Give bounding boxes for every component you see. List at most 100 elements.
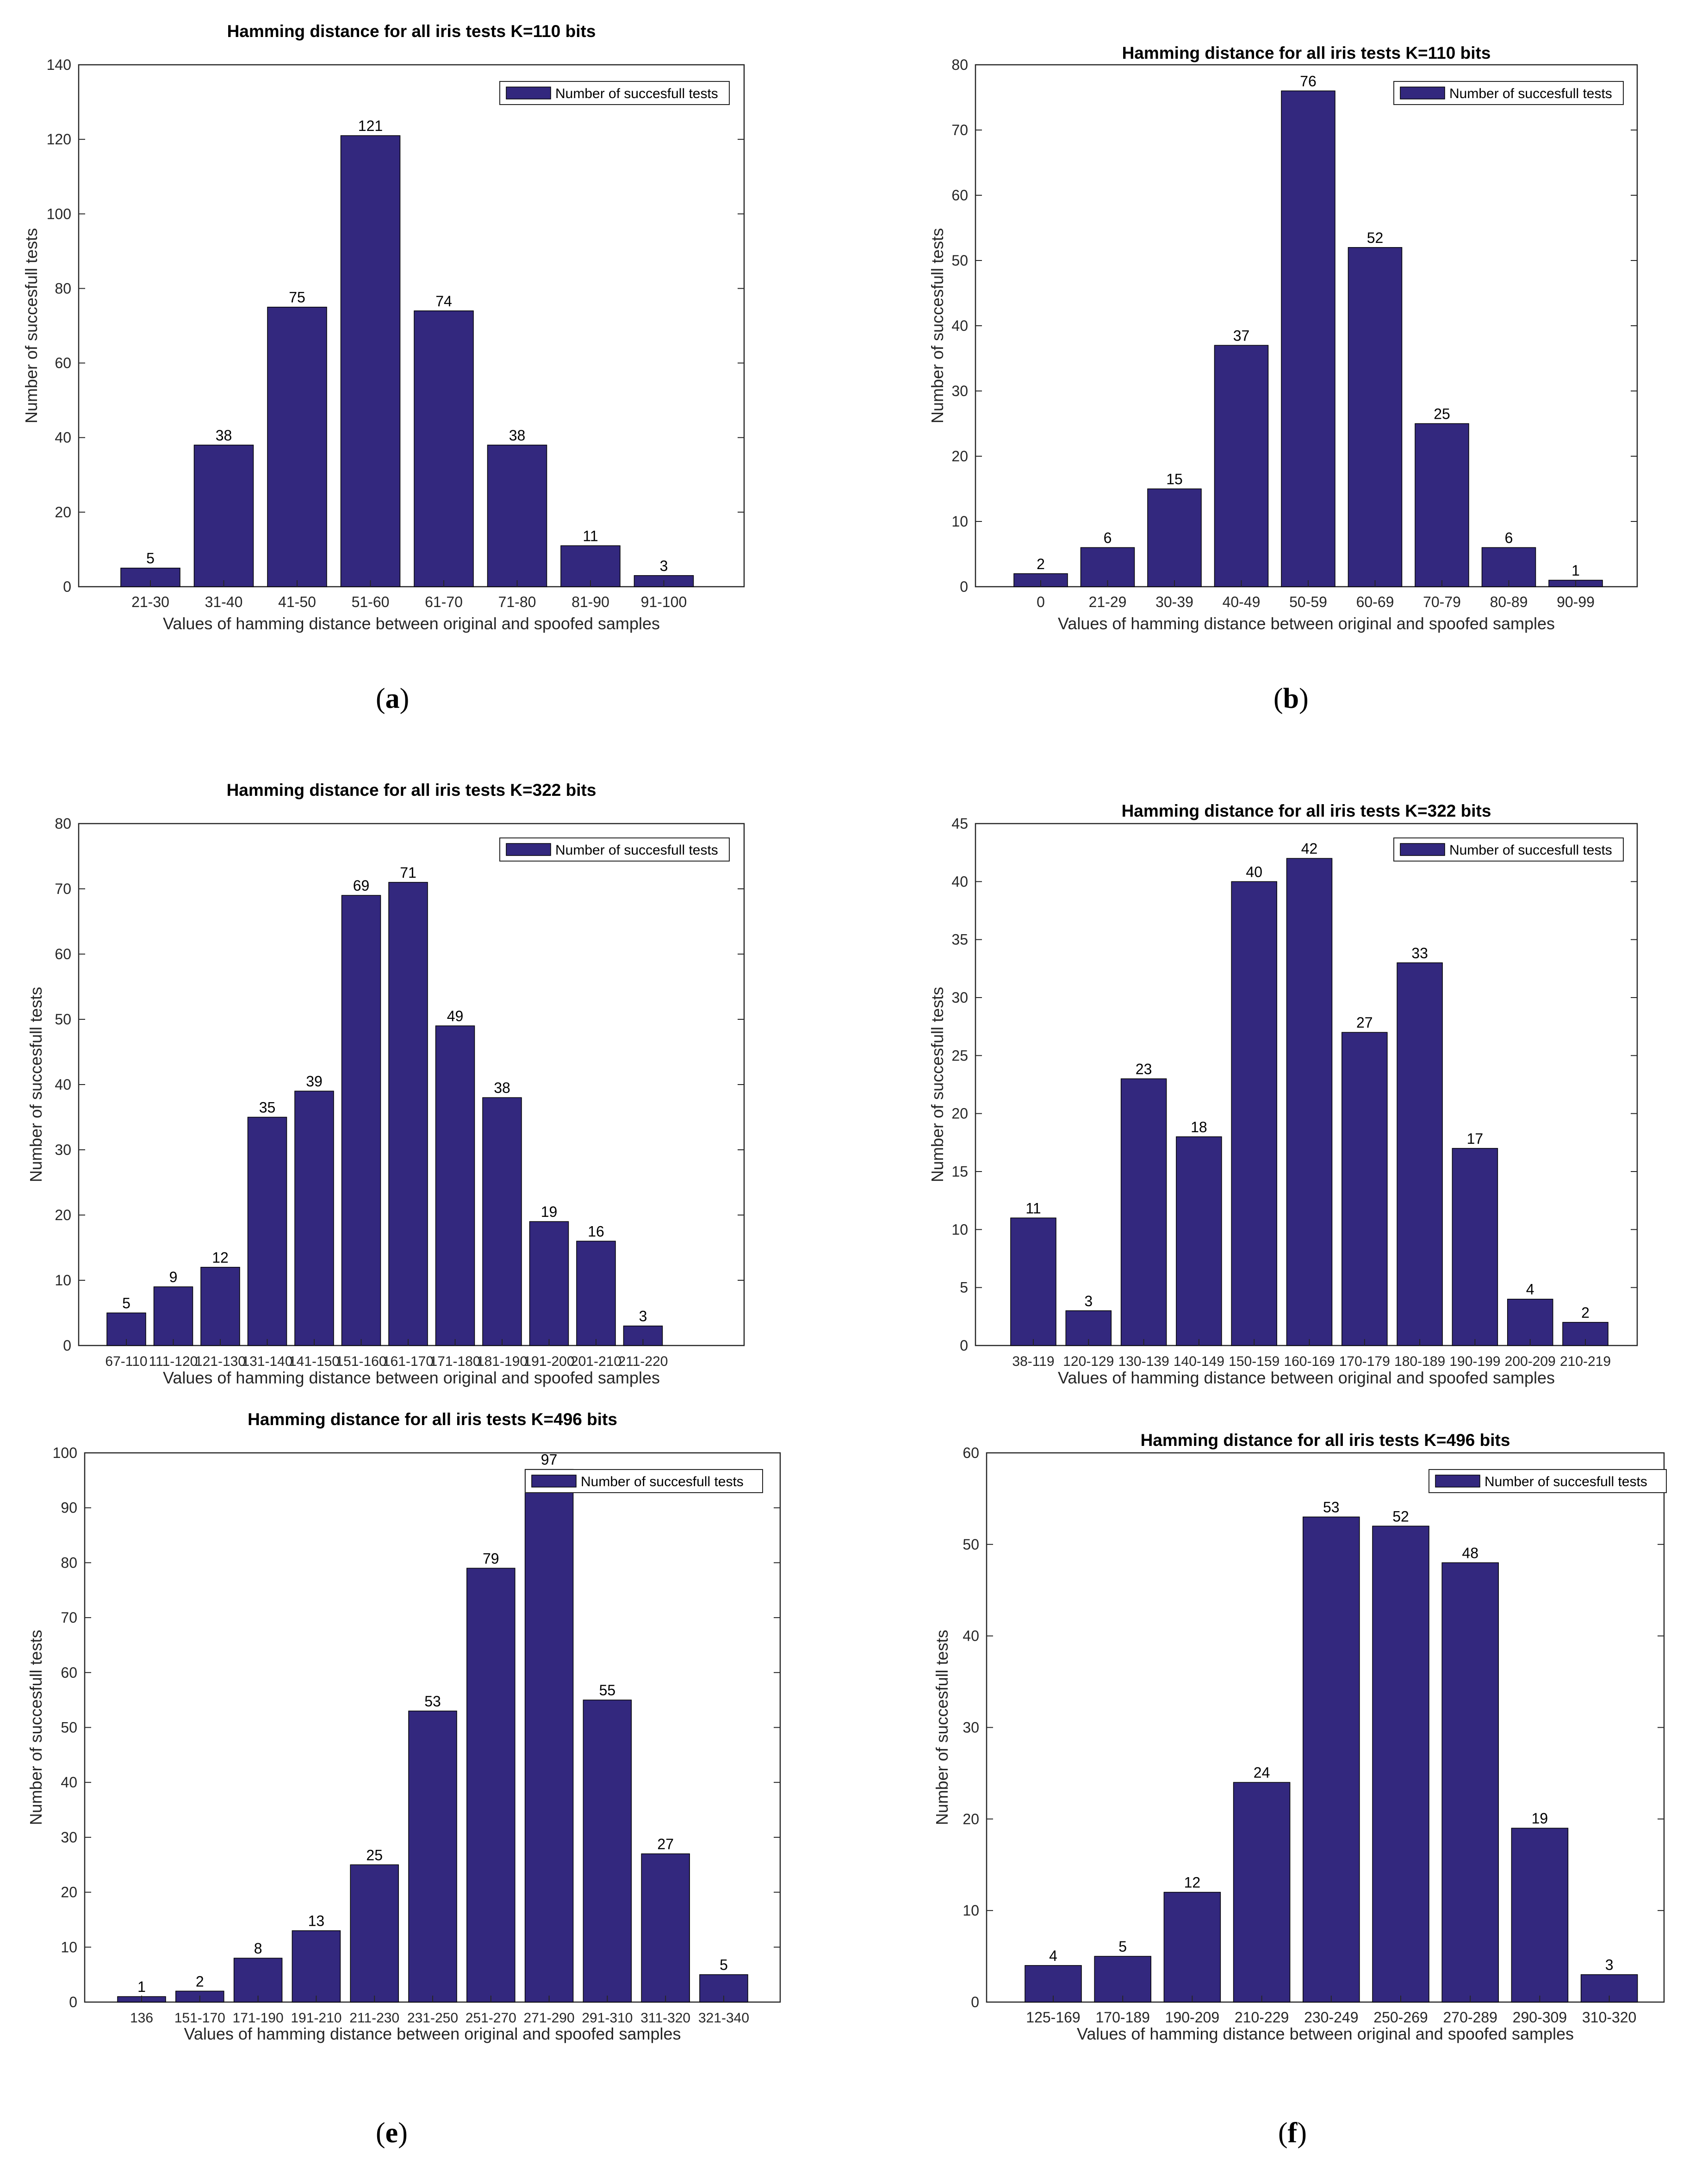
bar-value-label-b-1: 6 xyxy=(1104,529,1112,546)
y-tick-label-d: 40 xyxy=(951,873,968,890)
y-tick-label-f: 0 xyxy=(971,1994,979,2010)
x-tick-label-e-2: 171-190 xyxy=(233,2010,284,2026)
bar-value-label-c-2: 12 xyxy=(212,1249,229,1266)
bar-f-4 xyxy=(1303,1516,1360,2003)
y-tick-label-c: 50 xyxy=(55,1011,71,1028)
y-tick-label-c: 40 xyxy=(55,1076,71,1093)
bar-value-label-f-4: 53 xyxy=(1323,1499,1340,1515)
y-tick-label-a: 40 xyxy=(55,429,71,446)
bar-value-label-d-0: 11 xyxy=(1025,1200,1041,1216)
bar-value-label-a-5: 38 xyxy=(509,427,526,444)
bar-c-7 xyxy=(435,1025,475,1346)
x-tick-label-c-0: 67-110 xyxy=(105,1354,147,1369)
bar-value-label-a-6: 11 xyxy=(583,527,598,544)
x-tick-label-d-8: 190-199 xyxy=(1449,1354,1500,1369)
x-tick-label-b-6: 70-79 xyxy=(1423,594,1461,610)
legend-swatch-b xyxy=(1400,87,1445,99)
bar-e-3 xyxy=(292,1930,341,2003)
chart-title-d: Hamming distance for all iris tests K=32… xyxy=(1122,801,1491,820)
bar-value-label-d-7: 33 xyxy=(1411,945,1428,961)
x-tick-label-c-11: 211-220 xyxy=(618,1354,668,1369)
y-axis-label-e: Number of succesfull tests xyxy=(26,1630,45,1825)
y-tick-label-e: 10 xyxy=(61,1939,77,1955)
y-tick-label-e: 30 xyxy=(61,1829,77,1846)
y-tick-label-d: 20 xyxy=(951,1105,968,1122)
bar-d-5 xyxy=(1286,858,1333,1346)
chart-title-b: Hamming distance for all iris tests K=11… xyxy=(1122,43,1491,62)
bar-d-6 xyxy=(1342,1032,1388,1346)
bar-value-label-c-6: 71 xyxy=(400,864,416,881)
y-tick-label-f: 40 xyxy=(963,1628,979,1644)
x-tick-label-f-3: 210-229 xyxy=(1235,2009,1289,2026)
bar-c-4 xyxy=(294,1091,334,1346)
bar-f-5 xyxy=(1372,1525,1429,2003)
x-tick-label-f-8: 310-320 xyxy=(1582,2009,1636,2026)
bar-value-label-e-2: 8 xyxy=(254,1940,262,1957)
x-tick-label-b-7: 80-89 xyxy=(1490,594,1528,610)
bar-value-label-b-7: 6 xyxy=(1505,529,1513,546)
chart-a: Hamming distance for all iris tests K=11… xyxy=(22,22,745,633)
bar-value-label-e-6: 79 xyxy=(483,1550,499,1567)
y-axis-label-d: Number of succesfull tests xyxy=(928,987,947,1182)
x-tick-label-e-9: 311-320 xyxy=(640,2010,690,2026)
bar-c-9 xyxy=(529,1221,569,1346)
bar-c-3 xyxy=(247,1116,287,1346)
x-tick-label-a-1: 31-40 xyxy=(205,594,243,610)
bar-value-label-f-0: 4 xyxy=(1049,1947,1057,1964)
bar-value-label-d-10: 2 xyxy=(1581,1304,1590,1321)
x-tick-label-d-10: 210-219 xyxy=(1560,1354,1611,1369)
y-tick-label-c: 0 xyxy=(63,1337,71,1354)
legend-swatch-f xyxy=(1435,1475,1480,1488)
bar-value-label-a-1: 38 xyxy=(216,427,232,444)
bar-e-7 xyxy=(524,1469,574,2003)
x-tick-label-b-1: 21-29 xyxy=(1089,594,1127,610)
x-tick-label-a-7: 91-100 xyxy=(641,594,687,610)
y-tick-label-c: 20 xyxy=(55,1207,71,1223)
bar-value-label-c-4: 39 xyxy=(306,1073,323,1090)
bar-d-7 xyxy=(1397,962,1443,1346)
bar-f-6 xyxy=(1441,1562,1499,2003)
bar-b-1 xyxy=(1080,547,1135,587)
bar-b-5 xyxy=(1348,247,1403,587)
x-tick-label-a-0: 21-30 xyxy=(131,594,169,610)
bar-f-7 xyxy=(1511,1828,1569,2003)
y-tick-label-f: 20 xyxy=(963,1811,979,1827)
bar-b-2 xyxy=(1147,488,1202,587)
y-tick-label-a: 60 xyxy=(55,355,71,372)
x-axis-label-e: Values of hamming distance between origi… xyxy=(184,2024,681,2043)
y-axis-label-f: Number of succesfull tests xyxy=(932,1630,951,1825)
bar-value-label-f-3: 24 xyxy=(1254,1764,1270,1781)
bar-a-4 xyxy=(414,310,474,587)
bar-value-label-d-4: 40 xyxy=(1246,863,1262,880)
bar-value-label-e-3: 13 xyxy=(308,1913,325,1929)
bar-value-label-e-5: 53 xyxy=(424,1693,441,1710)
y-tick-label-c: 80 xyxy=(55,815,71,832)
legend-label-b: Number of succesfull tests xyxy=(1449,86,1612,101)
x-tick-label-e-3: 191-210 xyxy=(291,2010,342,2026)
bar-f-1 xyxy=(1094,1956,1151,2003)
bar-value-label-e-1: 2 xyxy=(196,1973,204,1990)
bar-b-4 xyxy=(1281,90,1335,587)
x-tick-label-e-8: 291-310 xyxy=(582,2010,633,2026)
x-axis-label-a: Values of hamming distance between origi… xyxy=(163,614,660,633)
legend-swatch-c xyxy=(506,843,551,856)
x-tick-label-c-9: 191-200 xyxy=(523,1354,574,1369)
x-tick-label-d-4: 150-159 xyxy=(1229,1354,1279,1369)
chart-title-c: Hamming distance for all iris tests K=32… xyxy=(227,781,596,800)
y-axis-label-a: Number of succesfull tests xyxy=(22,228,41,423)
y-tick-label-d: 45 xyxy=(951,815,968,832)
bar-value-label-f-2: 12 xyxy=(1184,1874,1201,1891)
y-tick-label-b: 30 xyxy=(951,383,968,399)
bar-a-1 xyxy=(193,445,254,587)
legend-swatch-d xyxy=(1400,843,1445,856)
x-tick-label-f-1: 170-189 xyxy=(1095,2009,1149,2026)
x-tick-label-b-0: 0 xyxy=(1037,594,1045,610)
x-tick-label-e-5: 231-250 xyxy=(407,2010,458,2026)
y-tick-label-a: 120 xyxy=(47,131,71,148)
x-tick-label-f-6: 270-289 xyxy=(1443,2009,1497,2026)
x-tick-label-c-3: 131-140 xyxy=(242,1354,292,1369)
bar-value-label-d-8: 17 xyxy=(1467,1130,1484,1147)
y-tick-label-c: 10 xyxy=(55,1272,71,1289)
bar-value-label-d-3: 18 xyxy=(1191,1119,1207,1135)
x-tick-label-a-3: 51-60 xyxy=(352,594,390,610)
